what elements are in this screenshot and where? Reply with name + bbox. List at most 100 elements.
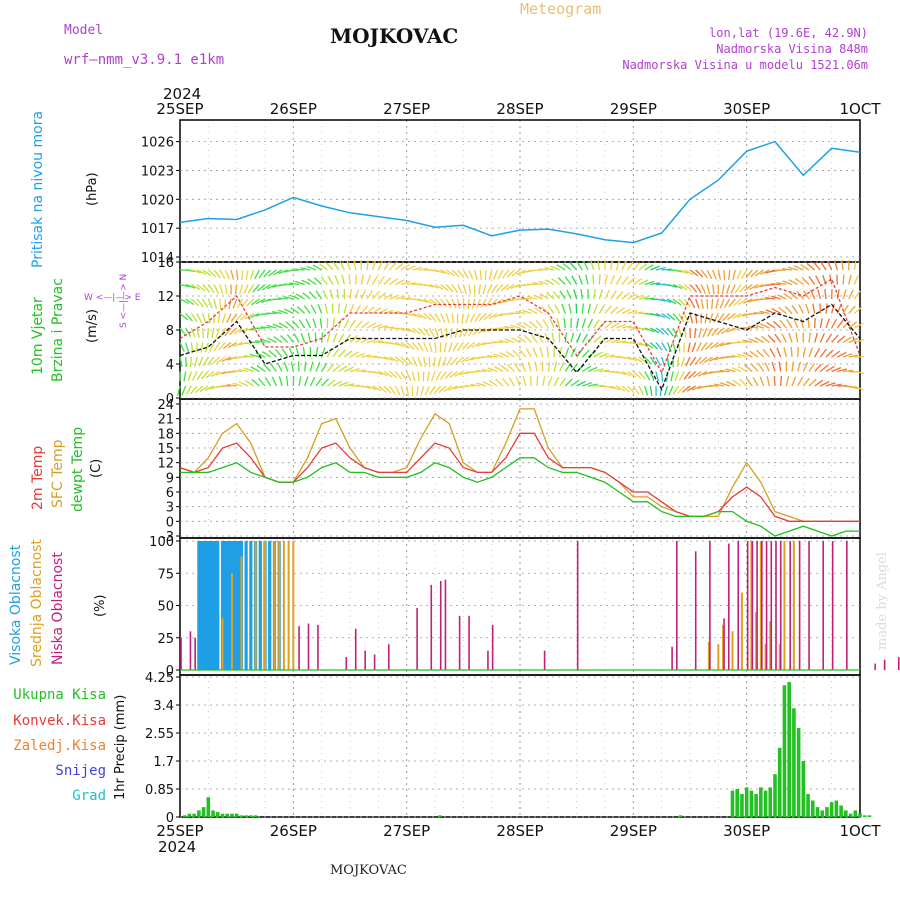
- wind-arrow: [226, 313, 232, 323]
- wind-arrow: [429, 283, 439, 289]
- temp-tick-label: 12: [157, 457, 174, 472]
- wind-arrow: [604, 274, 608, 285]
- wind-arrow: [786, 319, 793, 329]
- wind-arrow: [449, 370, 459, 379]
- wind-arrow: [252, 284, 260, 293]
- wind-arrow: [771, 361, 776, 372]
- wind-arrow: [478, 284, 481, 295]
- wind-arrow: [810, 289, 816, 300]
- wind-arrow: [791, 361, 795, 372]
- day-label-top: 1OCT: [840, 100, 882, 118]
- wind-arrow: [659, 385, 663, 396]
- wind-arrow: [202, 269, 212, 277]
- cloud-low-bar: [798, 541, 801, 670]
- wind-arrow: [468, 269, 474, 280]
- precip-bar: [763, 790, 768, 817]
- wind-arrow: [372, 275, 379, 285]
- wind-arrow: [853, 290, 861, 300]
- wind-arrow: [788, 279, 798, 286]
- wind-arrow: [194, 356, 198, 367]
- wind-arrow: [644, 327, 655, 333]
- wind-arrow: [224, 327, 232, 337]
- wind-arrow: [434, 313, 441, 323]
- wind-arrow: [255, 298, 266, 305]
- wind-arrow: [721, 284, 725, 295]
- wind-arrow: [284, 308, 294, 315]
- wind-arrow: [509, 312, 521, 315]
- wind-arrow: [854, 385, 864, 391]
- wind-arrow: [344, 366, 354, 373]
- wind-arrow: [230, 313, 238, 323]
- wind-arrow: [808, 378, 817, 387]
- wind-arrow: [400, 297, 411, 300]
- wind-arrow: [649, 356, 657, 366]
- pressure-label: Pritisak na nivou mora: [30, 111, 46, 268]
- wind-arrow: [232, 382, 243, 387]
- wind-arrow: [238, 368, 249, 373]
- wind-arrow: [383, 370, 393, 378]
- wind-arrow: [377, 292, 387, 300]
- wind-arrow: [837, 368, 848, 373]
- wind-arrow: [559, 362, 565, 372]
- wind-arrow: [575, 303, 578, 314]
- wind-arrow: [332, 380, 343, 387]
- wind-arrow: [760, 269, 770, 275]
- cloud-low-bar: [543, 650, 546, 670]
- wind-arrow: [831, 318, 837, 329]
- wind-arrow: [708, 313, 714, 324]
- wind-arrow: [366, 355, 378, 358]
- wind-arrow: [438, 385, 447, 394]
- precip-bar: [230, 813, 234, 817]
- wind-arrow: [250, 366, 260, 373]
- wind-arrow: [678, 371, 685, 381]
- cloud-high-bar: [199, 541, 203, 670]
- cloud-low-bar: [751, 541, 754, 670]
- wind-arrow: [627, 261, 634, 271]
- wind-arrow: [712, 284, 715, 295]
- wind-arrow: [207, 269, 217, 278]
- wind-arrow: [366, 306, 375, 314]
- wind-arrow: [400, 356, 409, 365]
- wind-arrow: [502, 269, 510, 279]
- precip-bar: [796, 728, 801, 817]
- wind-arrow: [837, 351, 847, 358]
- temp-label-sfc: SFC Temp: [50, 439, 66, 508]
- wind-arrow: [770, 283, 781, 286]
- wind-arrow: [221, 313, 226, 324]
- wind-arrow: [484, 298, 493, 308]
- cloud-mid-bar: [792, 541, 795, 670]
- wind-arrow: [241, 298, 249, 308]
- precip-bar: [844, 810, 848, 817]
- wind-arrow: [819, 348, 827, 358]
- wind-arrow: [207, 298, 213, 309]
- wind-arrow: [817, 289, 821, 300]
- wind-arrow: [738, 298, 748, 306]
- wind-arrow: [825, 382, 836, 387]
- cloud-mid-bar: [764, 644, 767, 670]
- wind-arrow: [765, 296, 776, 300]
- wind-arrow: [720, 341, 730, 347]
- precip-bar: [806, 793, 810, 817]
- wind-arrow: [529, 320, 538, 329]
- cloud-mid-bar: [731, 631, 734, 670]
- wind-arrow: [748, 338, 759, 344]
- wind-compass-sn: S <—|—> N: [119, 274, 129, 328]
- wind-arrow: [475, 370, 487, 373]
- wind-arrow: [717, 269, 722, 280]
- wind-arrow: [754, 283, 764, 289]
- precip-bar: [253, 815, 258, 817]
- wind-arrow: [667, 283, 678, 288]
- wind-arrow: [400, 327, 411, 333]
- cloud-low-bar: [468, 615, 470, 670]
- wind-arrow: [244, 367, 254, 373]
- wind-arrow: [280, 335, 289, 343]
- wind-arrow: [808, 362, 816, 372]
- wind-arrow: [355, 336, 365, 344]
- wind-arrow: [500, 364, 510, 373]
- wind-arrow: [692, 370, 702, 378]
- wind-arrow: [599, 352, 609, 358]
- wind-arrow: [518, 348, 527, 358]
- wind-arrow: [760, 323, 770, 329]
- wind-arrow: [378, 370, 388, 377]
